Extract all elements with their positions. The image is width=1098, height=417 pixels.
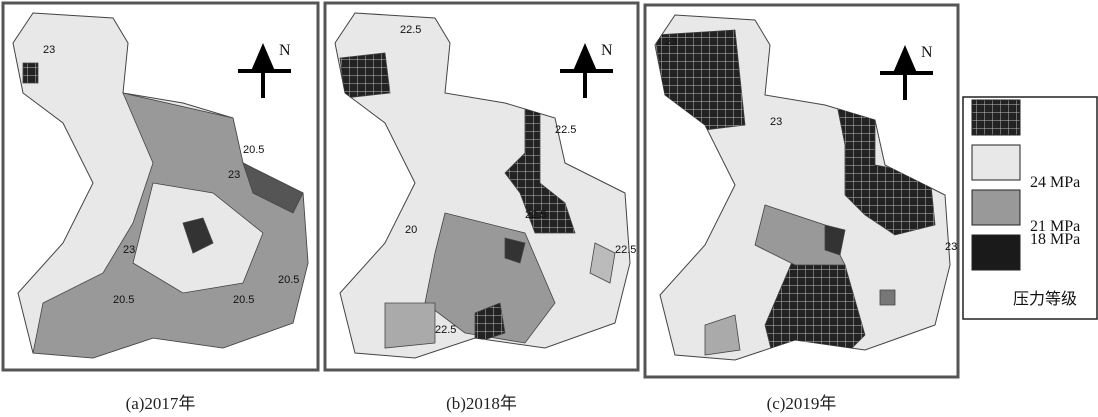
contour-label: 22.5 [435, 324, 456, 336]
contour-label: 23 [228, 169, 240, 181]
map-panel: N 23 23 23 [645, 5, 958, 377]
contour-label: 23 [43, 44, 55, 56]
legend-swatch [972, 190, 1020, 225]
legend-swatch [972, 100, 1020, 135]
north-label: N [921, 44, 933, 61]
caption: (a)2017年 [126, 394, 196, 413]
legend-swatch [972, 145, 1020, 180]
legend: 24 MPa 21 MPa 18 MPa 压力等级 [963, 97, 1097, 319]
legend-label: 24 MPa [1030, 174, 1080, 191]
pressure-zone [385, 303, 435, 348]
pressure-zone [880, 290, 895, 305]
figure: N 23 23 20.5 23 20.5 20.5 20.5 N 22.5 22.5 22.5 22.5… [0, 0, 1098, 417]
north-label: N [279, 42, 291, 59]
contour-label: 22.5 [555, 124, 576, 136]
caption: (b)2018年 [446, 394, 517, 413]
contour-label: 20.5 [243, 144, 264, 156]
caption: (c)2019年 [767, 394, 837, 413]
map-panel: N 22.5 22.5 22.5 22.5 20 22.5 [325, 3, 638, 370]
contour-label: 23 [123, 244, 135, 256]
contour-label: 23 [770, 116, 782, 128]
contour-label: 20 [405, 224, 417, 236]
north-label: N [601, 42, 613, 59]
contour-label: 20.5 [113, 294, 134, 306]
pressure-zone [23, 63, 38, 83]
contour-label: 20.5 [233, 294, 254, 306]
legend-title: 压力等级 [1013, 290, 1077, 308]
contour-label: 22.5 [525, 209, 546, 221]
map-panel: N 23 23 20.5 23 20.5 20.5 20.5 [3, 3, 318, 370]
contour-label: 23 [665, 36, 677, 48]
legend-label: 18 MPa [1030, 231, 1080, 248]
contour-label: 23 [945, 241, 957, 253]
legend-swatch [972, 235, 1020, 270]
contour-label: 22.5 [400, 24, 421, 36]
pressure-zone [340, 53, 390, 98]
contour-label: 20.5 [278, 274, 299, 286]
contour-label: 22.5 [615, 244, 636, 256]
